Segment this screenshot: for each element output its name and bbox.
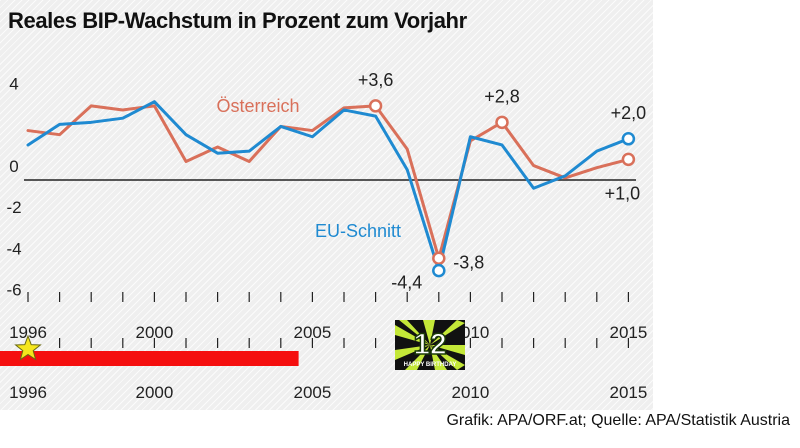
- series-name-label: EU-Schnitt: [315, 221, 401, 241]
- timeline-bar: [0, 351, 299, 366]
- series-line-1: [26, 100, 630, 273]
- data-label: -4,4: [391, 273, 422, 293]
- y-tick-label: 4: [9, 75, 18, 94]
- x-tick-label: 2000: [135, 323, 173, 342]
- series-line-0: [26, 104, 630, 260]
- x-tick-label: 2010: [451, 383, 489, 402]
- x-tick-label: 2015: [609, 383, 647, 402]
- chart-title: Reales BIP-Wachstum in Prozent zum Vorja…: [8, 8, 467, 33]
- data-label: +1,0: [605, 183, 641, 203]
- annotation-marker: [621, 152, 636, 167]
- data-label: +3,6: [358, 70, 394, 90]
- y-tick-label: -4: [6, 239, 21, 258]
- x-tick-label: 2005: [293, 323, 331, 342]
- annotation-marker: [495, 115, 509, 130]
- star-icon: [14, 334, 42, 361]
- annotations: +3,6 +2,8 +2,0 +1,0 -3,8 -4,4 Österreich EU-Sch…: [216, 70, 646, 293]
- chart-panel: [0, 0, 653, 410]
- series-lines: [26, 100, 630, 273]
- series-name-label: Österreich: [216, 96, 299, 116]
- badge-subtext: HAPPY BIRTHDAY: [404, 362, 457, 368]
- x-tick-label: 1996: [9, 323, 47, 342]
- x-tick-label: 2000: [135, 383, 173, 402]
- x-tick-label: 2015: [609, 323, 647, 342]
- data-label: +2,0: [611, 103, 647, 123]
- x-tick-label: 2005: [293, 383, 331, 402]
- source-note: Grafik: APA/ORF.at; Quelle: APA/Statisti…: [446, 412, 790, 429]
- annotation-marker: [368, 99, 383, 113]
- y-tick-label: -6: [6, 281, 21, 300]
- annotation-marker: [432, 263, 446, 278]
- x-tick-label: 1996: [9, 383, 47, 402]
- annotation-marker: [432, 251, 446, 266]
- chart: 4 0 -2 -4 -6 1996 2000 2005 2010 2015 1996 2000 2005…: [0, 70, 647, 402]
- birthday-badge-icon: 12 HAPPY BIRTHDAY: [395, 320, 465, 370]
- axes: 4 0 -2 -4 -6 1996 2000 2005 2010 2015 1996 2000 2005…: [6, 75, 647, 402]
- data-label: -3,8: [453, 252, 484, 272]
- data-label: +2,8: [484, 86, 520, 106]
- timeline: [0, 334, 299, 366]
- y-tick-label: -2: [6, 198, 21, 217]
- y-tick-label: 0: [9, 157, 18, 176]
- badge-number: 12: [413, 328, 446, 361]
- annotation-marker: [621, 132, 636, 146]
